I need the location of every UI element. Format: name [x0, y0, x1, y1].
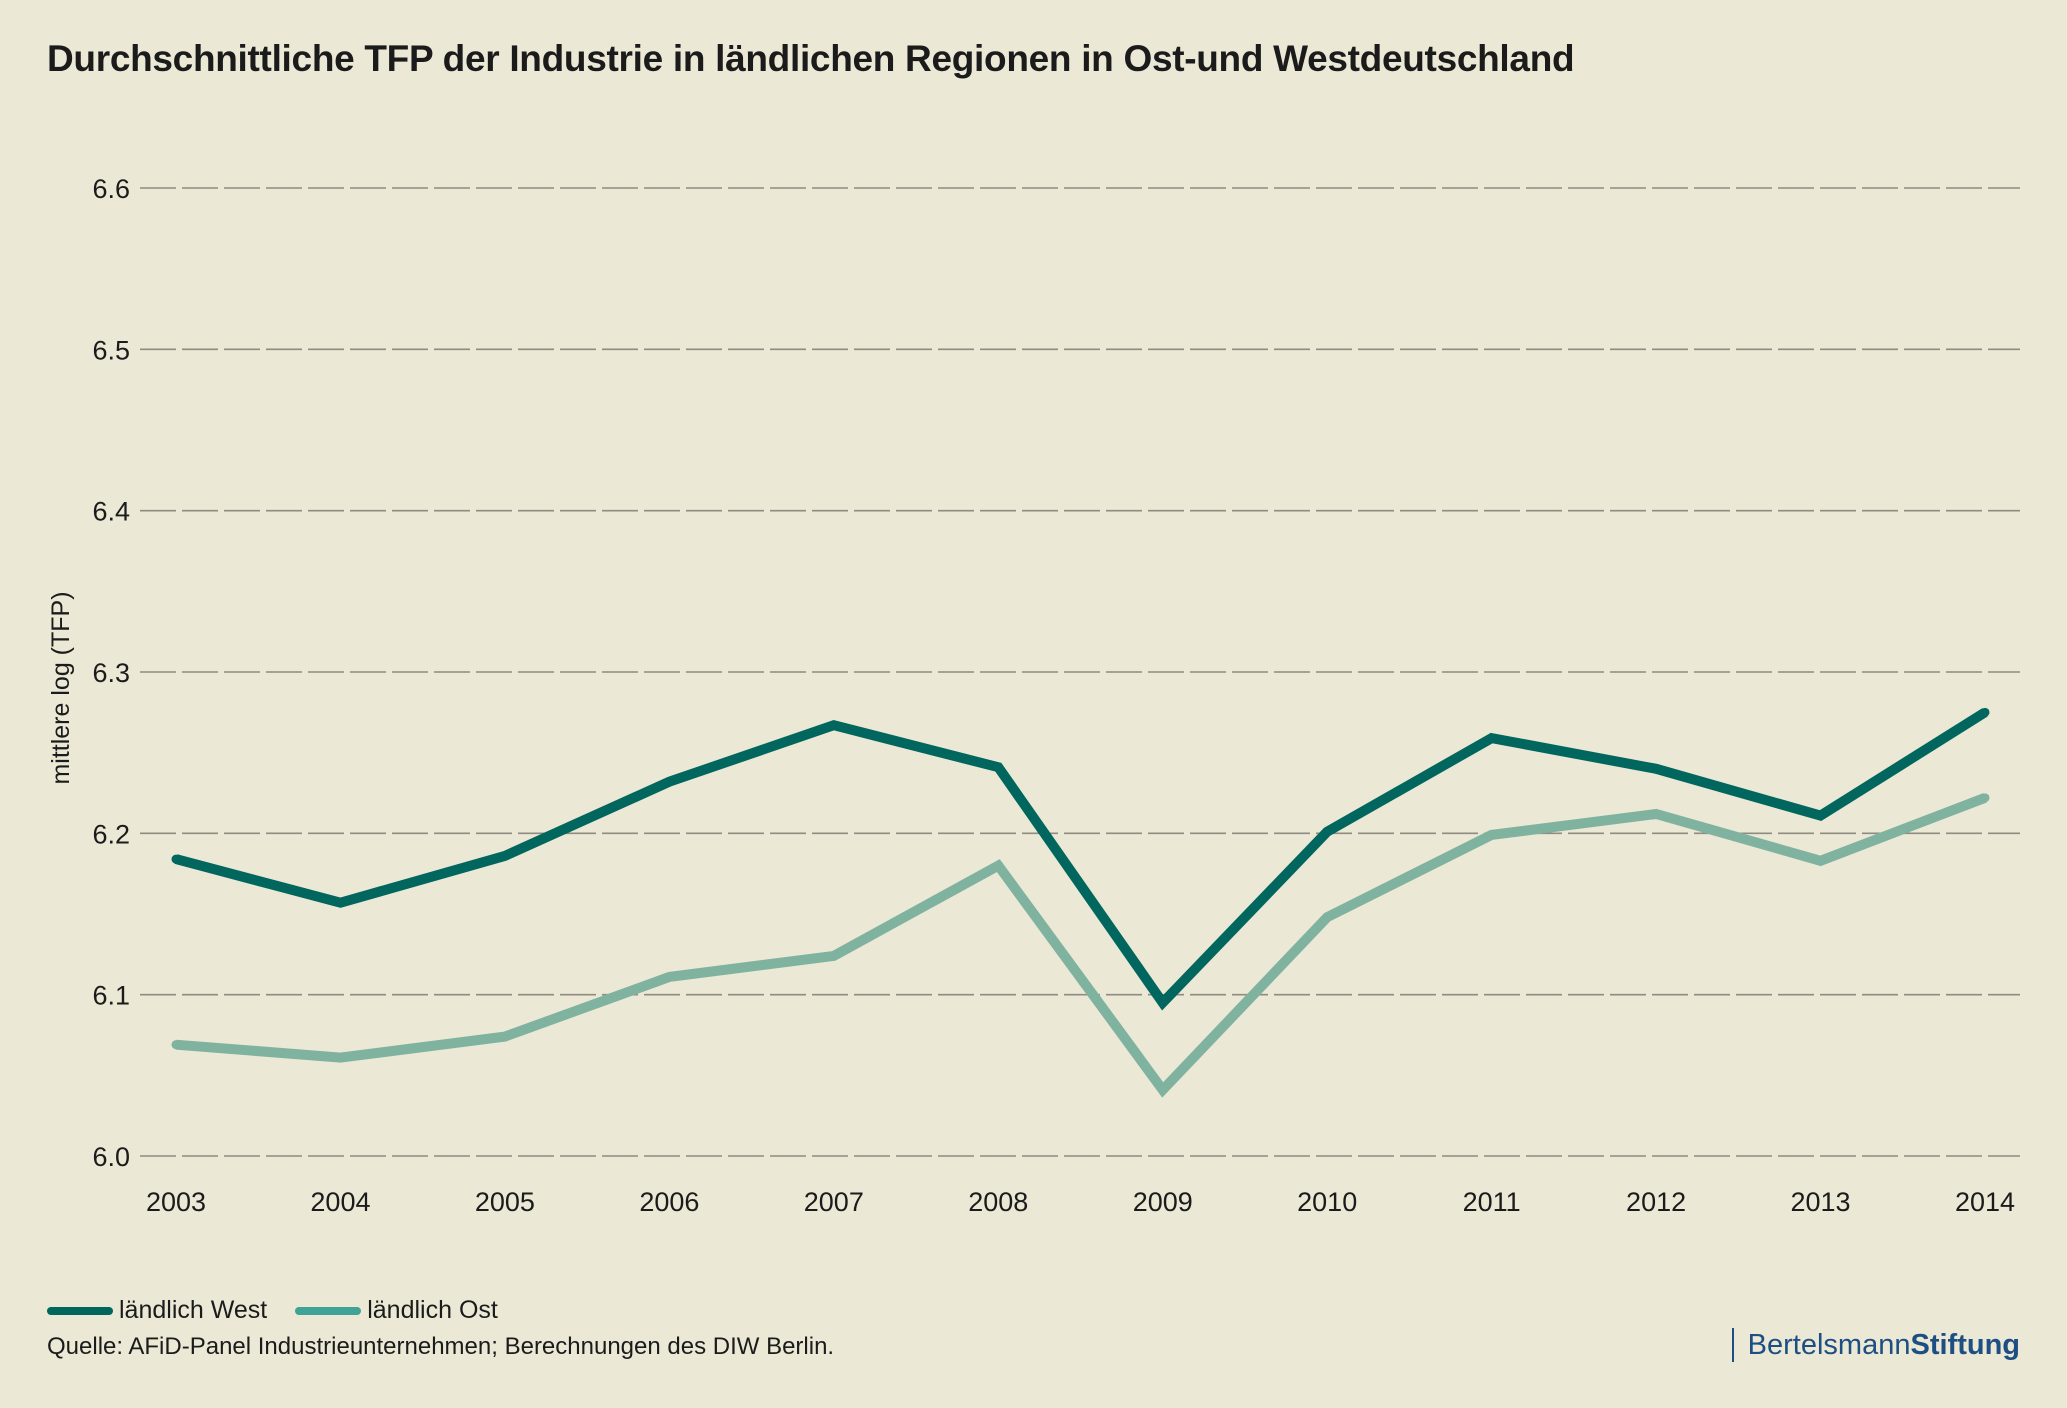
y-tick-label: 6.5	[92, 335, 130, 365]
x-axis-ticks: 2003 2004 2005 2006 2007 2008 2009 2010 2011 2012…	[146, 1187, 2015, 1217]
data-point-west	[1980, 707, 1990, 717]
data-point-ost	[1980, 793, 1990, 803]
legend: ländlich West ländlich Ost	[47, 1296, 498, 1325]
x-tick-label: 2014	[1955, 1187, 2015, 1217]
legend-swatch-west	[47, 1306, 113, 1315]
data-point-ost	[335, 1053, 345, 1063]
data-point-west	[500, 851, 510, 861]
data-point-west	[993, 762, 1003, 772]
y-axis-ticks: 6.0 6.1 6.2 6.3 6.4 6.5 6.6	[92, 174, 130, 1172]
data-point-west	[1322, 827, 1332, 837]
legend-label-west: ländlich West	[119, 1296, 268, 1324]
y-tick-label: 6.1	[92, 981, 130, 1011]
data-point-ost	[1322, 912, 1332, 922]
x-tick-label: 2008	[968, 1187, 1028, 1217]
data-point-ost	[500, 1032, 510, 1042]
y-tick-label: 6.3	[92, 658, 130, 688]
series-line-west	[174, 708, 1988, 1011]
data-point-west	[664, 777, 674, 787]
x-tick-label: 2003	[146, 1187, 206, 1217]
series-line-ost	[175, 793, 1987, 1098]
data-point-ost	[1158, 1085, 1168, 1095]
data-point-ost	[1651, 809, 1661, 819]
brand-logo: BertelsmannStiftung	[1731, 1328, 2020, 1362]
series-lines	[171, 707, 1990, 1098]
data-point-ost	[1487, 830, 1497, 840]
legend-item-ost: ländlich Ost	[295, 1296, 498, 1325]
y-axis-label: mittlere log (TFP)	[47, 591, 75, 784]
legend-item-west: ländlich West	[47, 1296, 267, 1325]
data-point-west	[1651, 764, 1661, 774]
brand-name-part1: Bertelsmann	[1747, 1329, 1911, 1361]
data-point-ost	[829, 951, 839, 961]
x-tick-label: 2007	[804, 1187, 864, 1217]
y-tick-label: 6.6	[92, 174, 130, 204]
data-point-west	[1816, 811, 1826, 821]
x-tick-label: 2012	[1626, 1187, 1686, 1217]
y-tick-label: 6.0	[92, 1142, 130, 1172]
brand-name-part2: Stiftung	[1910, 1329, 2020, 1361]
data-point-west	[335, 898, 345, 908]
chart-title: Durchschnittliche TFP der Industrie in l…	[47, 38, 1575, 79]
x-tick-label: 2006	[639, 1187, 699, 1217]
legend-label-ost: ländlich Ost	[367, 1296, 498, 1324]
data-point-ost	[171, 1040, 181, 1050]
x-tick-label: 2013	[1791, 1187, 1851, 1217]
data-point-ost	[1816, 856, 1826, 866]
y-tick-label: 6.2	[92, 819, 130, 849]
x-tick-label: 2010	[1297, 1187, 1357, 1217]
x-tick-label: 2009	[1133, 1187, 1193, 1217]
data-point-west	[171, 854, 181, 864]
data-point-ost	[993, 861, 1003, 871]
legend-swatch-ost	[295, 1306, 362, 1315]
y-tick-label: 6.4	[92, 497, 130, 527]
source-note: Quelle: AFiD-Panel Industrieunternehmen;…	[47, 1333, 835, 1360]
data-point-west	[1487, 733, 1497, 743]
x-tick-label: 2004	[310, 1187, 370, 1217]
data-point-west	[829, 720, 839, 730]
gridlines	[140, 187, 2020, 1157]
x-tick-label: 2005	[475, 1187, 535, 1217]
data-point-ost	[664, 972, 674, 982]
x-tick-label: 2011	[1463, 1187, 1521, 1217]
data-point-west	[1158, 998, 1168, 1008]
